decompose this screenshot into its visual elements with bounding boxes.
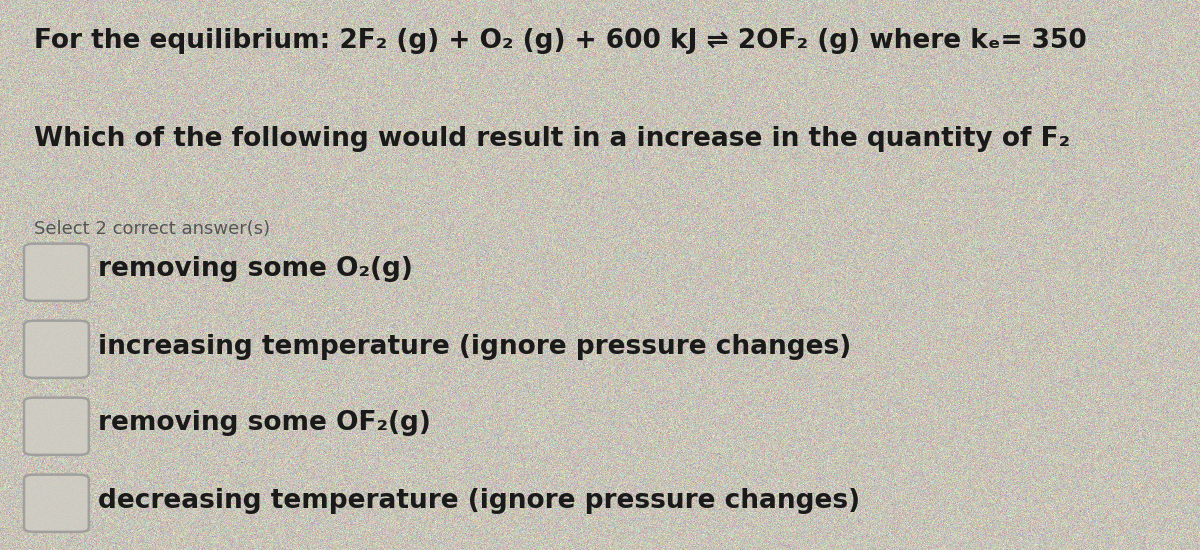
Text: Which of the following would result in a increase in the quantity of F₂: Which of the following would result in a…	[34, 126, 1069, 152]
Text: removing some O₂(g): removing some O₂(g)	[98, 256, 413, 283]
Text: increasing temperature (ignore pressure changes): increasing temperature (ignore pressure …	[98, 333, 852, 360]
FancyBboxPatch shape	[24, 244, 89, 301]
Text: removing some OF₂(g): removing some OF₂(g)	[98, 410, 431, 437]
Text: For the equilibrium: 2F₂ (g) + O₂ (g) + 600 kJ ⇌ 2OF₂ (g) where kₑ= 350: For the equilibrium: 2F₂ (g) + O₂ (g) + …	[34, 28, 1086, 53]
Text: decreasing temperature (ignore pressure changes): decreasing temperature (ignore pressure …	[98, 487, 860, 514]
FancyBboxPatch shape	[24, 321, 89, 378]
FancyBboxPatch shape	[24, 475, 89, 532]
FancyBboxPatch shape	[24, 398, 89, 455]
Text: Select 2 correct answer(s): Select 2 correct answer(s)	[34, 220, 270, 238]
